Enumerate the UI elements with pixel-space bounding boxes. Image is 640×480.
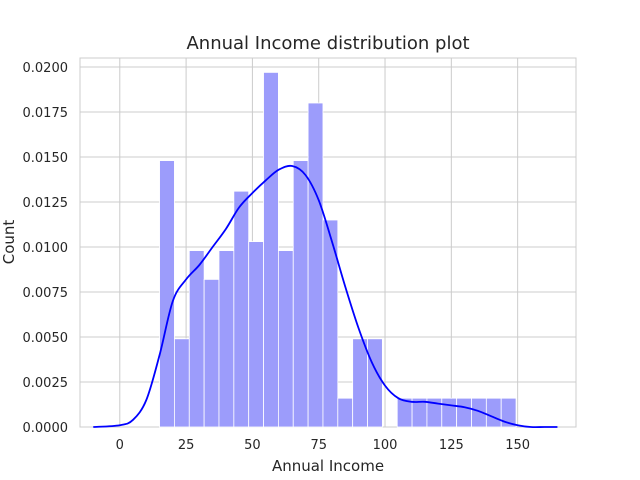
histogram-bar <box>174 338 190 428</box>
y-tick-label: 0.0150 <box>23 151 69 166</box>
y-tick-label: 0.0025 <box>23 376 69 391</box>
x-tick-label: 100 <box>373 438 398 453</box>
kde-curve <box>93 164 558 429</box>
x-tick-label: 0 <box>116 438 124 453</box>
x-axis-label: Annual Income <box>272 457 384 475</box>
x-tick-label: 150 <box>505 438 530 453</box>
y-tick-label: 0.0000 <box>23 421 69 436</box>
x-tick-label: 125 <box>439 438 464 453</box>
histogram-bar <box>233 190 250 428</box>
histogram-bar <box>159 160 175 428</box>
histogram-bar <box>396 397 413 428</box>
histogram-bar <box>248 241 264 428</box>
y-tick-label: 0.0175 <box>23 106 69 121</box>
histogram-bar <box>367 338 383 428</box>
histogram-bar <box>203 278 220 428</box>
histogram-bar <box>307 102 324 428</box>
x-tick-label: 25 <box>178 438 195 453</box>
histogram-bar <box>263 72 279 428</box>
y-tick-label: 0.0100 <box>23 241 69 256</box>
kde-curve-group <box>93 164 558 429</box>
x-tick-label: 75 <box>310 438 327 453</box>
y-tick-labels: 0.0000 0.0025 0.0050 0.0075 0.0100 0.0125 0.01… <box>23 61 69 436</box>
histogram-bar <box>188 250 205 428</box>
y-tick-label: 0.0050 <box>23 331 69 346</box>
histogram-bar <box>322 219 339 428</box>
histogram-bar <box>441 397 458 428</box>
histogram-bar <box>352 338 368 428</box>
y-tick-label: 0.0075 <box>23 286 69 301</box>
y-axis-label: Count <box>0 220 18 265</box>
histogram-bar <box>485 397 502 428</box>
histogram-bar <box>337 397 354 428</box>
y-tick-label: 0.0200 <box>23 61 69 76</box>
histogram-bar <box>500 397 517 428</box>
x-tick-labels: 0 25 50 75 100 125 150 <box>116 438 530 453</box>
histogram-bar <box>218 250 235 428</box>
x-tick-label: 50 <box>244 438 261 453</box>
y-tick-label: 0.0125 <box>23 196 69 211</box>
histogram-bar <box>456 397 472 428</box>
histogram-bar <box>292 160 309 428</box>
histogram-bars <box>159 72 517 428</box>
histogram-bar <box>277 250 294 428</box>
chart-title: Annual Income distribution plot <box>186 33 469 54</box>
